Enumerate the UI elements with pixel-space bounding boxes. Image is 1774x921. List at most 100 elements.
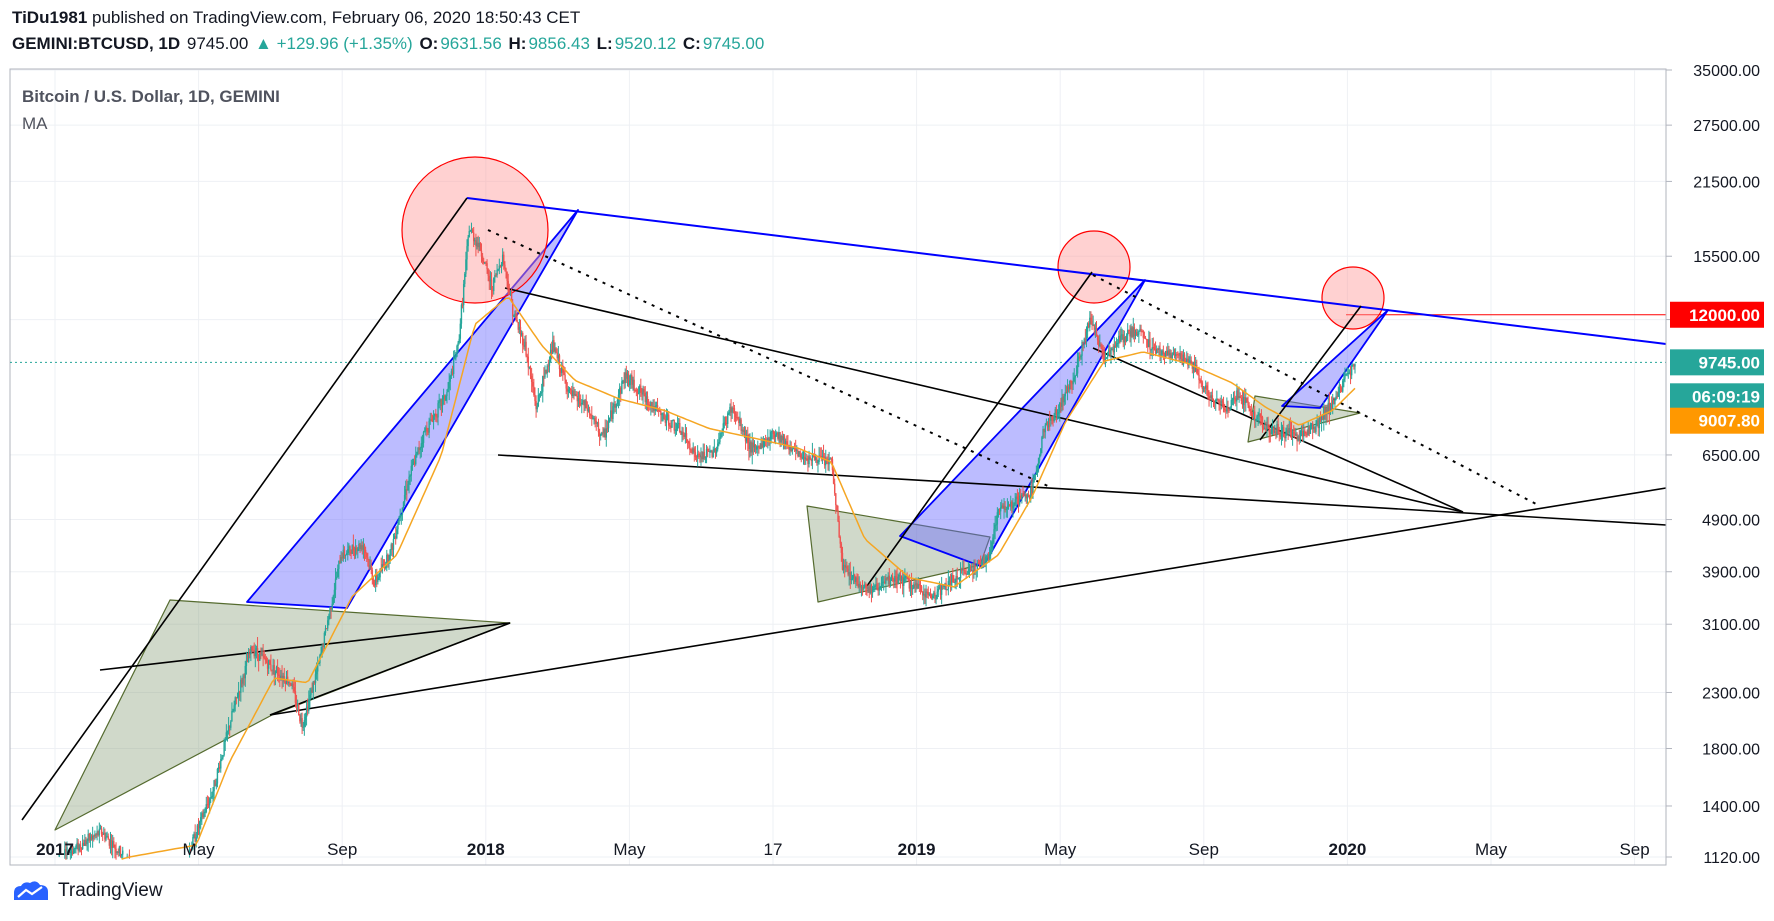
candle-body [755,446,758,450]
candle-body [1031,487,1033,495]
candle-body [344,555,347,557]
candle-body [421,442,424,444]
candle-body [1235,398,1237,402]
candle-body [1178,355,1180,357]
candle-body [1035,471,1038,475]
candle-body [925,591,927,598]
candle-body [724,422,727,424]
candle-body [539,392,542,395]
candle-body [1206,385,1208,391]
candle-body [737,417,739,419]
target-circle-2020 [1321,266,1385,330]
candle-body [347,549,349,553]
candle-body [914,584,916,586]
candle-body [1310,423,1313,425]
candle-body [1096,336,1099,341]
candle-body [1161,350,1163,355]
candle-body [838,521,840,538]
candle-body [234,697,236,706]
candle-body [615,403,618,408]
candle-body [515,313,517,321]
candle-body [774,434,777,438]
candle-body [645,396,648,403]
time-tick-label: 17 [764,840,783,859]
candle-body [565,379,567,389]
candle-body [981,563,983,565]
candle-body [640,385,642,393]
candle-body [602,432,604,434]
candle-body [784,441,787,446]
candle-body [208,798,211,806]
candle-body [1174,354,1177,357]
candle-body [296,704,299,707]
candle-body [252,649,254,651]
candle-body [1245,398,1247,404]
candle-body [1064,392,1067,397]
candle-body [781,435,784,441]
candle-body [204,811,206,813]
candle-body [600,434,602,436]
candle-body [566,388,568,392]
candle-body [514,313,516,316]
price-axis[interactable]: 35000.0027500.0021500.0015500.0011750.00… [1665,63,1760,867]
candle-body [109,840,112,846]
candle-body [549,349,552,363]
candle-body [727,413,729,424]
candle-body [262,653,264,656]
candle-body [1113,345,1116,353]
candle-body [870,585,873,594]
candle-body [968,568,971,570]
candle-body [603,429,605,434]
candle-body [327,620,329,629]
candle-body [807,460,809,465]
candle-body [448,381,450,389]
candle-body [359,543,361,549]
candle-body [419,448,421,451]
candle-body [1084,338,1087,341]
candle-body [904,576,906,579]
candle-body [1157,348,1159,350]
candle-body [461,304,464,306]
candle-body [306,706,309,712]
candle-body [447,388,449,393]
candle-body [1166,351,1168,356]
candle-body [254,652,257,657]
candle-body [852,574,855,578]
candle-body [973,565,975,575]
candle-body [688,441,690,444]
candle-body [459,323,462,339]
candle-body [1053,414,1055,421]
candle-body [1025,494,1028,499]
candle-body [80,847,83,850]
candle-body [978,563,981,565]
time-axis[interactable]: 2017 May Sep 2018 May 17 2019 May Sep 2020 May Sep [10,840,1666,866]
candle-body [1028,496,1031,500]
candle-body [1162,350,1165,354]
candle-body [848,572,850,575]
price-badge [1670,383,1764,410]
candle-body [1191,363,1194,369]
candle-body [1164,351,1167,357]
candle-body [1248,405,1250,409]
candle-body [856,577,858,584]
candle-body [967,568,970,574]
candle-body [782,436,785,441]
candle-body [543,376,545,378]
candle-body [450,371,453,376]
candle-body [94,834,96,836]
candle-body [348,546,350,550]
candle-body [1301,430,1304,437]
candle-body [613,404,615,407]
candle-body [567,389,570,392]
candle-body [1320,415,1323,421]
candle-body [796,450,798,452]
candle-body [1163,353,1166,357]
candle-body [388,559,390,562]
candle-body [281,675,283,680]
candle-body [1016,496,1019,499]
tradingview-brand[interactable]: TradingView [12,880,163,902]
candle-body [519,326,522,335]
candle-body [1011,501,1013,509]
candle-body [906,576,908,578]
